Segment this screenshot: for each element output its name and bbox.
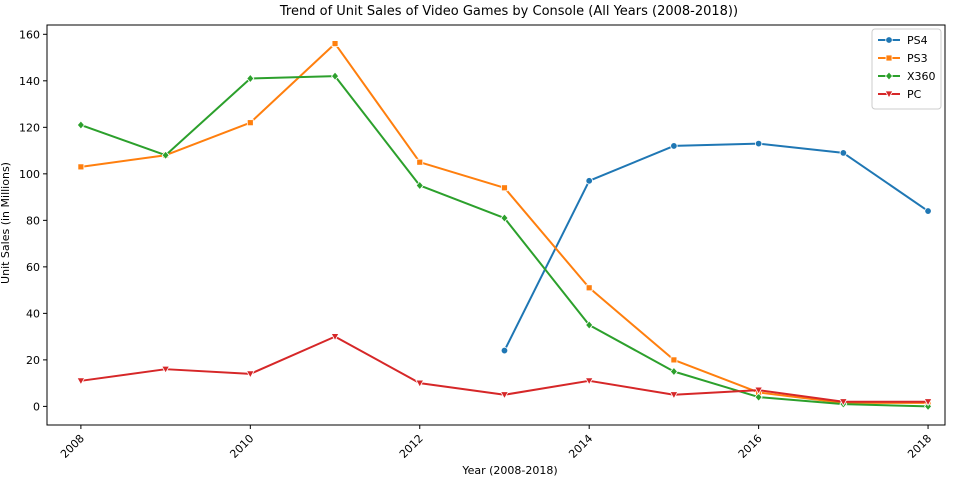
data-point-ps3 [416, 158, 424, 166]
data-point-x360 [415, 180, 424, 191]
series-line-x360 [80, 75, 929, 408]
y-tick-label: 0 [33, 400, 40, 413]
data-point-ps4 [924, 207, 932, 215]
legend-item-ps4: PS4 [878, 34, 928, 47]
data-point-ps4 [670, 142, 678, 150]
data-point-x360 [924, 401, 933, 412]
data-point-pc [161, 365, 171, 374]
data-point-x360 [754, 392, 763, 402]
legend-box [871, 28, 942, 110]
data-point-pc [245, 370, 255, 379]
series-ps4 [500, 139, 932, 355]
data-point-x360 [585, 320, 594, 330]
data-point-pc [754, 386, 764, 395]
data-point-ps3 [246, 119, 254, 127]
legend-item-pc: PC [878, 88, 922, 101]
data-point-pc [330, 333, 340, 342]
y-tick-label: 100 [19, 168, 40, 181]
legend-item-x360: X360 [878, 70, 936, 83]
data-point-pc [499, 391, 509, 400]
data-point-pc [415, 379, 425, 388]
data-point-x360 [500, 213, 509, 223]
y-tick-label: 20 [26, 354, 40, 367]
legend-marker-pc [884, 90, 894, 99]
legend-label-x360: X360 [907, 70, 936, 83]
y-tick-label: 160 [19, 28, 40, 41]
y-axis: 0 20 40 60 80 100 120 140 160 [19, 28, 47, 413]
legend-item-ps3: PS3 [878, 52, 928, 65]
data-point-ps3 [585, 284, 593, 292]
x-tick-label: 2008 [58, 432, 87, 461]
chart-title: Trend of Unit Sales of Video Games by Co… [279, 4, 738, 19]
x-tick-label: 2018 [905, 432, 934, 461]
data-point-pc [838, 398, 848, 407]
data-point-x360 [246, 73, 255, 84]
x-axis-label: Year (2008-2018) [461, 464, 557, 477]
plot-frame [46, 24, 946, 426]
legend-label-pc: PC [907, 88, 922, 101]
data-point-ps3 [670, 356, 678, 364]
y-axis-label: Unit Sales (in Millions) [0, 162, 12, 284]
series-pc [76, 333, 933, 407]
y-tick-label: 80 [26, 214, 40, 227]
data-point-pc [76, 377, 86, 386]
data-point-x360 [331, 71, 340, 81]
data-point-ps3 [331, 40, 339, 48]
data-point-pc [584, 377, 594, 386]
legend-marker-ps3 [885, 54, 893, 62]
legend-label-ps4: PS4 [907, 34, 928, 47]
series-x360 [76, 71, 933, 412]
legend-label-ps3: PS3 [907, 52, 928, 65]
legend-marker-ps4 [885, 36, 893, 44]
data-point-ps4 [500, 346, 509, 355]
y-tick-label: 60 [26, 261, 40, 274]
data-point-ps4 [585, 177, 593, 185]
x-axis: 2008 2010 2012 2014 2016 2018 [58, 425, 934, 461]
data-point-ps3 [501, 184, 508, 192]
legend: PS4 PS3 X360 PC [871, 28, 942, 110]
x-tick-label: 2010 [227, 432, 256, 461]
x-tick-label: 2016 [736, 432, 765, 461]
data-point-ps4 [839, 149, 848, 157]
series-ps3 [77, 40, 932, 407]
data-point-x360 [669, 366, 678, 377]
y-tick-label: 40 [26, 307, 40, 320]
y-tick-label: 140 [19, 75, 40, 88]
data-point-x360 [76, 120, 85, 130]
series-line-ps4 [503, 142, 929, 352]
data-point-x360 [161, 150, 170, 160]
x-tick-label: 2012 [397, 432, 426, 461]
plot-area [76, 40, 933, 412]
data-point-pc [669, 391, 679, 400]
legend-marker-x360 [884, 71, 894, 81]
y-tick-label: 120 [19, 121, 40, 134]
x-tick-label: 2014 [566, 432, 595, 461]
data-point-ps4 [754, 139, 763, 148]
data-point-ps3 [77, 163, 85, 171]
data-point-pc [923, 398, 933, 407]
